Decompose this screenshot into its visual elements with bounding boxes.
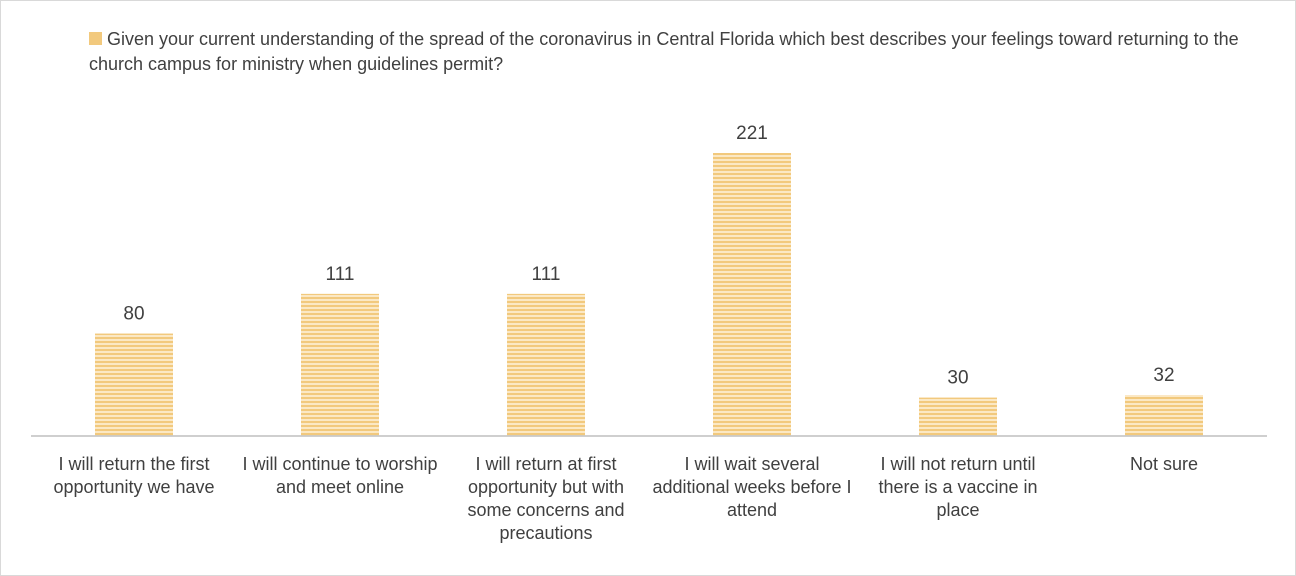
data-label: 111 bbox=[532, 264, 561, 285]
bar bbox=[919, 397, 997, 436]
data-label: 32 bbox=[1153, 365, 1174, 386]
x-tick-label: I will not return until there is a vacci… bbox=[878, 454, 1038, 520]
data-label: 221 bbox=[736, 123, 768, 144]
x-tick-label: I will wait several additional weeks bef… bbox=[652, 454, 852, 520]
x-tick-label: I will continue to worship and meet onli… bbox=[242, 454, 438, 497]
legend-label: Given your current understanding of the … bbox=[89, 29, 1239, 74]
x-tick-label: I will return the first opportunity we h… bbox=[53, 454, 215, 497]
bar bbox=[95, 333, 173, 436]
data-label: 111 bbox=[326, 264, 355, 285]
bar bbox=[301, 293, 379, 436]
bar bbox=[713, 153, 791, 436]
bar bbox=[507, 293, 585, 436]
data-label: 30 bbox=[947, 368, 968, 389]
data-label: 80 bbox=[123, 304, 144, 325]
x-tick-label: I will return at first opportunity but w… bbox=[467, 454, 625, 543]
x-tick-label: Not sure bbox=[1129, 454, 1199, 474]
legend-swatch bbox=[89, 32, 102, 45]
bar bbox=[1125, 395, 1203, 436]
legend: Given your current understanding of the … bbox=[89, 27, 1279, 77]
